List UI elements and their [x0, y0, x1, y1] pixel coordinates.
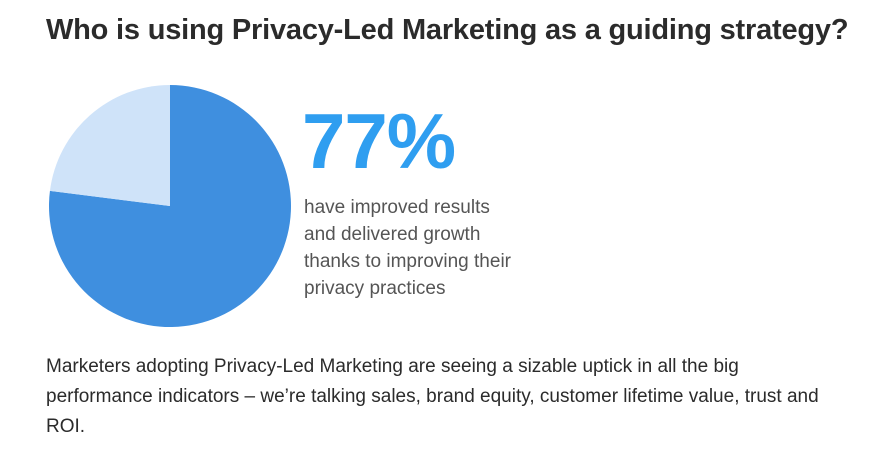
pie-slice-0: [48, 85, 291, 327]
body-line: ROI.: [46, 416, 86, 437]
caption-line: privacy practices: [304, 278, 446, 299]
caption-line: thanks to improving their: [304, 251, 511, 272]
caption-line: and delivered growth: [304, 224, 481, 245]
pie-chart: [48, 85, 291, 327]
body-line: performance indicators – we’re talking s…: [46, 386, 819, 407]
body-paragraph: Marketers adopting Privacy-Led Marketing…: [46, 352, 876, 442]
caption-line: have improved results: [304, 197, 490, 218]
infographic: 77% have improved results and delivered …: [36, 80, 546, 332]
stat-percentage: 77%: [302, 97, 456, 185]
pie-slice-1: [49, 85, 171, 206]
body-line: Marketers adopting Privacy-Led Marketing…: [46, 356, 739, 377]
page-title: Who is using Privacy-Led Marketing as a …: [46, 14, 849, 46]
stat-caption: have improved results and delivered grow…: [304, 194, 544, 302]
